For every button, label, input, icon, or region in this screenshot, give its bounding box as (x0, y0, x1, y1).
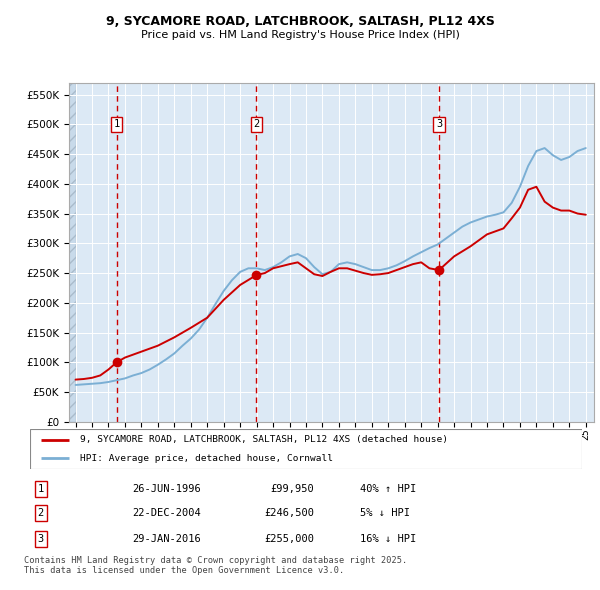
Text: 22-DEC-2004: 22-DEC-2004 (132, 509, 201, 518)
Text: 2: 2 (38, 509, 44, 518)
Text: 1: 1 (113, 119, 119, 129)
Text: £255,000: £255,000 (265, 533, 314, 543)
Text: 40% ↑ HPI: 40% ↑ HPI (360, 484, 416, 494)
Text: 1: 1 (38, 484, 44, 494)
Text: £246,500: £246,500 (265, 509, 314, 518)
Text: 26-JUN-1996: 26-JUN-1996 (132, 484, 201, 494)
Text: 9, SYCAMORE ROAD, LATCHBROOK, SALTASH, PL12 4XS (detached house): 9, SYCAMORE ROAD, LATCHBROOK, SALTASH, P… (80, 435, 448, 444)
Text: Contains HM Land Registry data © Crown copyright and database right 2025.
This d: Contains HM Land Registry data © Crown c… (24, 556, 407, 575)
Text: 3: 3 (38, 533, 44, 543)
Bar (69, 83, 76, 422)
Text: 5% ↓ HPI: 5% ↓ HPI (360, 509, 410, 518)
Text: HPI: Average price, detached house, Cornwall: HPI: Average price, detached house, Corn… (80, 454, 332, 463)
Text: £99,950: £99,950 (271, 484, 314, 494)
Text: 9, SYCAMORE ROAD, LATCHBROOK, SALTASH, PL12 4XS: 9, SYCAMORE ROAD, LATCHBROOK, SALTASH, P… (106, 15, 494, 28)
Text: 16% ↓ HPI: 16% ↓ HPI (360, 533, 416, 543)
Text: 2: 2 (253, 119, 259, 129)
Text: 3: 3 (436, 119, 442, 129)
Text: 29-JAN-2016: 29-JAN-2016 (132, 533, 201, 543)
Text: Price paid vs. HM Land Registry's House Price Index (HPI): Price paid vs. HM Land Registry's House … (140, 30, 460, 40)
